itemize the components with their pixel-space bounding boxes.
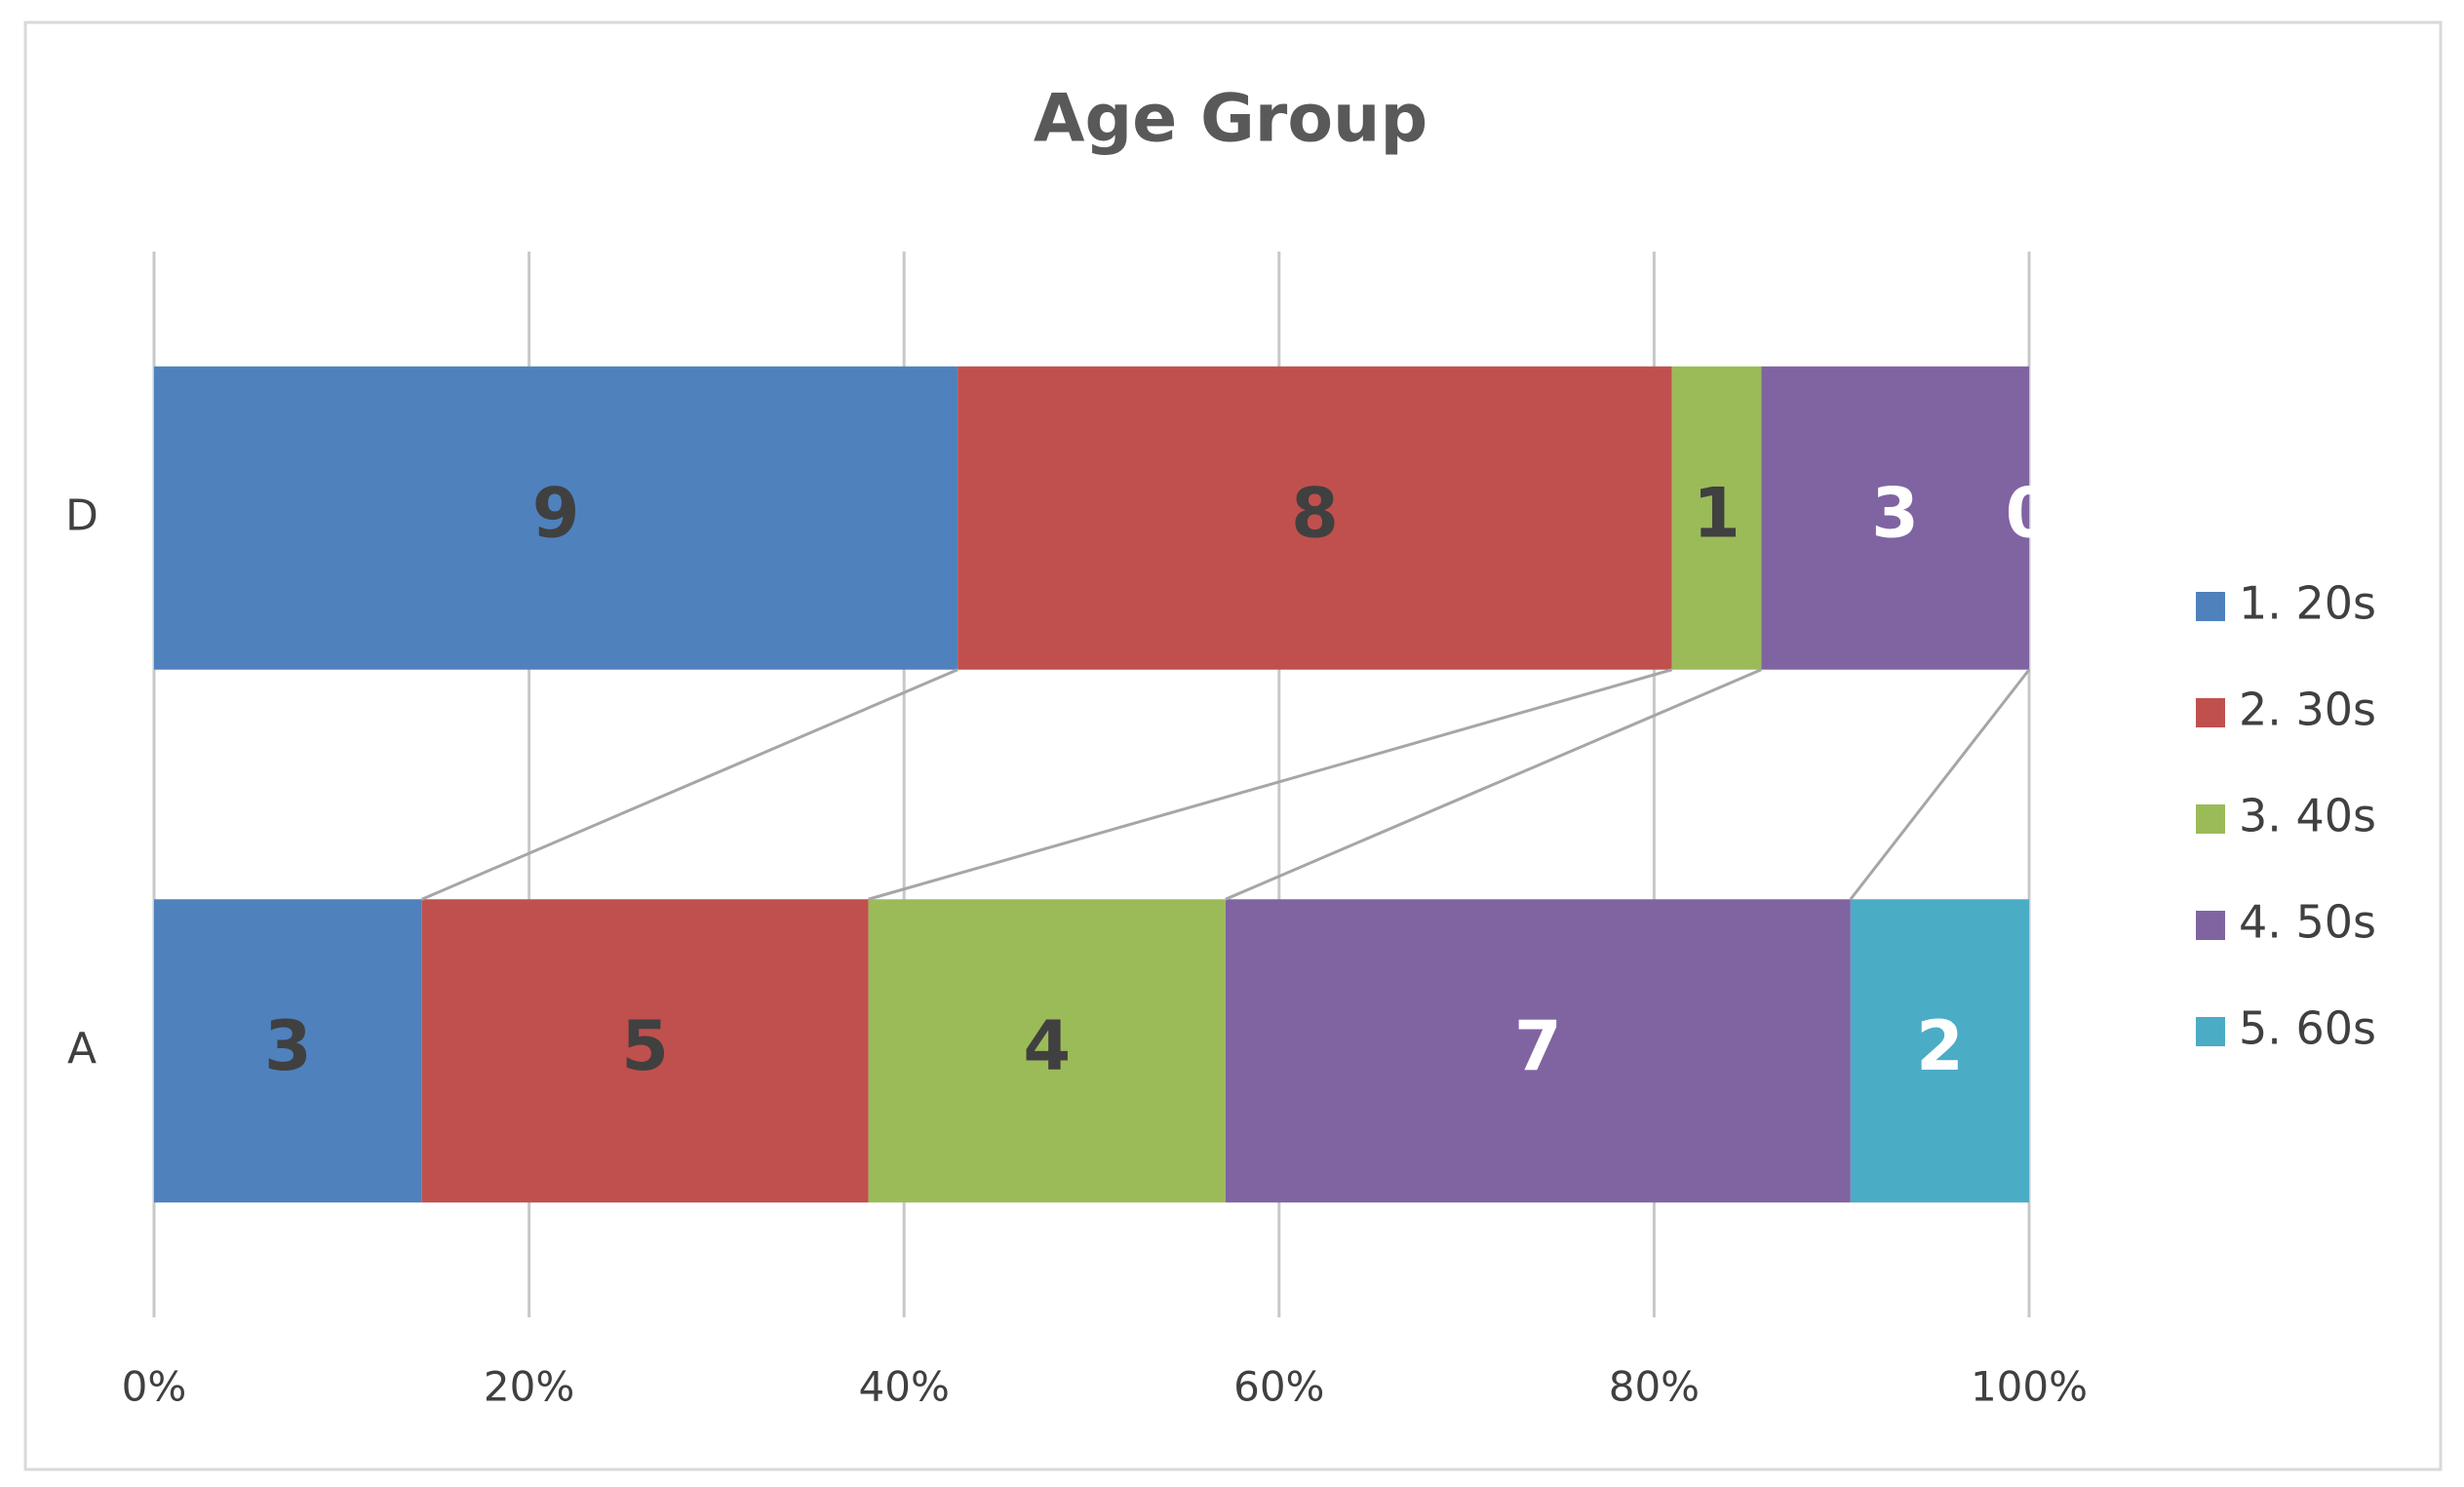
legend-label: 1. 20s bbox=[2239, 577, 2376, 630]
data-label: 5 bbox=[621, 1006, 669, 1086]
data-label: 8 bbox=[1291, 473, 1339, 553]
x-tick-label: 20% bbox=[484, 1363, 574, 1411]
series-line bbox=[1849, 668, 2031, 901]
data-label: 9 bbox=[532, 473, 580, 553]
bar-segment bbox=[1761, 366, 2029, 670]
bar-segment bbox=[1671, 366, 1762, 670]
y-tick-label: D bbox=[65, 490, 98, 540]
legend-label: 5. 60s bbox=[2239, 1002, 2376, 1055]
data-label: 7 bbox=[1514, 1006, 1562, 1086]
legend-label: 4. 50s bbox=[2239, 896, 2376, 949]
x-tick-label: 100% bbox=[1971, 1363, 2088, 1411]
x-tick-label: 60% bbox=[1233, 1363, 1324, 1411]
legend-swatch bbox=[2196, 592, 2225, 621]
bar-segment bbox=[868, 899, 1226, 1203]
legend-label: 2. 30s bbox=[2239, 684, 2376, 736]
legend-swatch bbox=[2196, 1017, 2225, 1046]
legend-label: 3. 40s bbox=[2239, 790, 2376, 842]
y-tick-label: A bbox=[67, 1024, 97, 1074]
x-tick-label: 40% bbox=[859, 1363, 950, 1411]
chart-title: Age Group bbox=[1034, 81, 1428, 158]
bar-segment bbox=[421, 899, 869, 1203]
data-label: 0 bbox=[2006, 473, 2053, 553]
data-label: 3 bbox=[1871, 473, 1919, 553]
legend-swatch bbox=[2196, 698, 2225, 727]
data-label: 4 bbox=[1023, 1006, 1071, 1086]
chart-frame bbox=[23, 20, 2443, 1471]
series-line bbox=[868, 668, 1673, 901]
legend-swatch bbox=[2196, 911, 2225, 940]
bar-segment bbox=[958, 366, 1672, 670]
data-label: 2 bbox=[1916, 1006, 1964, 1086]
bar-segment bbox=[154, 366, 958, 670]
x-tick-label: 0% bbox=[122, 1363, 187, 1411]
legend-swatch bbox=[2196, 804, 2225, 834]
series-line bbox=[421, 668, 958, 901]
bar-segment bbox=[1225, 899, 1851, 1203]
bar-segment bbox=[154, 899, 422, 1203]
series-line bbox=[1225, 668, 1762, 901]
data-label: 3 bbox=[264, 1006, 312, 1086]
bar-segment bbox=[1850, 899, 2029, 1203]
x-tick-label: 80% bbox=[1609, 1363, 1700, 1411]
data-label: 1 bbox=[1693, 473, 1740, 553]
